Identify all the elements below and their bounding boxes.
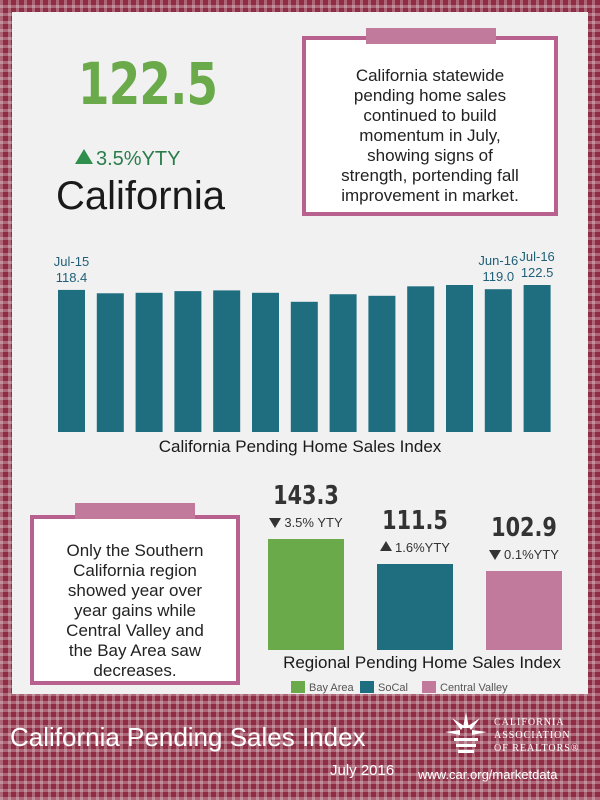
logo-line: CALIFORNIA bbox=[494, 717, 565, 728]
down-arrow-icon bbox=[269, 518, 282, 529]
bar-Mar-16 bbox=[368, 295, 396, 432]
legend-label: SoCal bbox=[378, 682, 408, 694]
headline-change-text: 3.5%YTY bbox=[96, 148, 181, 170]
regional-line: the Bay Area saw bbox=[68, 641, 202, 660]
regional-bar-central-valley bbox=[486, 570, 562, 650]
regional-line: California region bbox=[73, 561, 197, 580]
regional-line: Central Valley and bbox=[66, 621, 204, 640]
summary-text: California statewide pending home sales … bbox=[306, 66, 554, 206]
summary-line: momentum in July, bbox=[359, 126, 501, 145]
summary-line: California statewide bbox=[355, 66, 505, 85]
legend-item-bay-area: Bay Area bbox=[291, 681, 354, 694]
regional-line: decreases. bbox=[93, 661, 177, 680]
bar-data-label: Jul-16 122.5 bbox=[507, 249, 567, 281]
summary-box-tab bbox=[366, 28, 496, 44]
car-logo-icon bbox=[445, 712, 487, 753]
bar-date-label: Jul-15 bbox=[53, 253, 90, 269]
bar-Jul-15 bbox=[58, 289, 85, 432]
bar-Apr-16 bbox=[407, 286, 435, 432]
regional-box: Only the Southern California region show… bbox=[30, 515, 240, 685]
regional-line: year gains while bbox=[74, 601, 196, 620]
summary-box: California statewide pending home sales … bbox=[302, 36, 558, 216]
bar-Jun-16 bbox=[484, 289, 512, 432]
regional-line: showed year over bbox=[67, 581, 203, 600]
regional-change-text: 1.6%YTY bbox=[395, 539, 450, 555]
legend-item-central-valley: Central Valley bbox=[422, 681, 508, 694]
bar-Jan-16 bbox=[290, 301, 318, 432]
footer-title: California Pending Sales Index bbox=[10, 722, 366, 752]
summary-line: showing signs of bbox=[367, 146, 493, 165]
bar-Aug-15 bbox=[96, 293, 124, 432]
regional-text: Only the Southern California region show… bbox=[34, 541, 236, 681]
regional-change-text: 0.1%YTY bbox=[504, 546, 559, 562]
bar-Jul-16 bbox=[523, 285, 551, 432]
regional-change: 1.6%YTY bbox=[357, 540, 473, 555]
up-arrow-icon bbox=[75, 149, 93, 164]
bar-value-label: 122.5 bbox=[520, 265, 554, 280]
car-logo-text: CALIFORNIA ASSOCIATION OF REALTORS® bbox=[494, 716, 579, 755]
bar-value-label: 118.4 bbox=[55, 269, 88, 285]
bar-date-label: Jul-16 bbox=[519, 249, 555, 264]
regional-box-tab bbox=[75, 503, 195, 519]
regional-change-text: 3.5% YTY bbox=[284, 515, 343, 531]
regional-bar-bay-area bbox=[268, 539, 344, 650]
down-arrow-icon bbox=[489, 549, 502, 560]
logo-line: ASSOCIATION bbox=[494, 730, 571, 741]
bar-data-label: Jul-15 118.4 bbox=[42, 254, 102, 286]
legend-item-socal: SoCal bbox=[360, 681, 408, 694]
regional-value: 102.9 bbox=[491, 512, 557, 543]
bar-Feb-16 bbox=[329, 294, 357, 432]
logo-line: OF REALTORS® bbox=[494, 743, 580, 754]
summary-line: strength, portending fall bbox=[341, 166, 519, 185]
bar-date-label: Jun-16 bbox=[478, 253, 519, 269]
bar-data-label: Jun-16 119.0 bbox=[468, 253, 528, 285]
legend-swatch bbox=[422, 681, 436, 693]
regional-value: 111.5 bbox=[382, 505, 448, 536]
bar-May-16 bbox=[446, 285, 473, 432]
monthly-chart-title: California Pending Home Sales Index bbox=[158, 437, 442, 456]
regional-chart-title: Regional Pending Home Sales Index bbox=[283, 653, 561, 672]
headline-index-value: 122.5 bbox=[78, 50, 218, 118]
headline-change: 3.5%YTY bbox=[75, 148, 180, 171]
regional-line: Only the Southern bbox=[66, 541, 204, 560]
footer-url[interactable]: www.car.org/marketdata bbox=[418, 767, 558, 782]
regional-change: 0.1%YTY bbox=[466, 547, 582, 562]
regional-value: 143.3 bbox=[273, 481, 339, 512]
bar-Oct-15 bbox=[174, 291, 202, 432]
bar-Dec-15 bbox=[252, 292, 279, 432]
bar-Sep-15 bbox=[135, 292, 163, 432]
summary-line: continued to build bbox=[363, 106, 497, 125]
bar-Nov-15 bbox=[213, 290, 241, 432]
regional-change: 3.5% YTY bbox=[248, 515, 364, 530]
up-arrow-icon bbox=[380, 540, 393, 551]
legend-label: Bay Area bbox=[309, 682, 354, 694]
bar-value-label: 119.0 bbox=[482, 269, 515, 285]
summary-line: improvement in market. bbox=[341, 186, 519, 205]
regional-bar-socal bbox=[377, 563, 453, 650]
legend-swatch bbox=[291, 681, 305, 693]
legend-label: Central Valley bbox=[440, 682, 508, 694]
headline-region: California bbox=[56, 174, 225, 218]
footer-date: July 2016 bbox=[330, 762, 395, 779]
legend-swatch bbox=[360, 681, 374, 693]
summary-line: pending home sales bbox=[353, 86, 507, 105]
